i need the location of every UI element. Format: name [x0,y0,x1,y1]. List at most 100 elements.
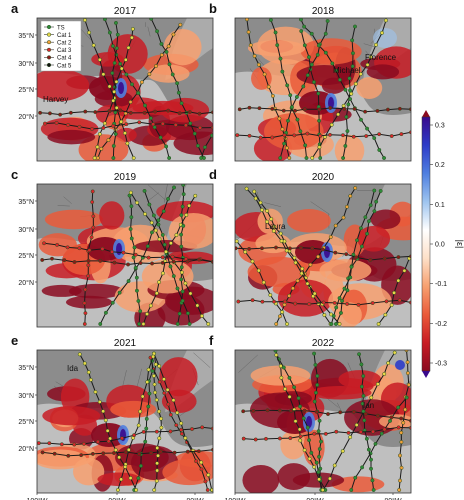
storm-track-point [323,431,328,436]
storm-track-point [241,409,246,414]
storm-track-point [328,132,332,137]
storm-track-point [93,110,98,114]
storm-track-point [397,106,402,111]
storm-track-point [92,156,97,160]
panel-year: 2021 [114,338,137,349]
storm-track-point [50,256,54,261]
storm-track-point [175,81,180,86]
storm-track-point [345,288,350,293]
anomaly-blob [68,283,124,299]
storm-track-point [349,91,354,96]
storm-track-point [211,426,213,431]
storm-track-point [348,194,353,198]
storm-track-point [83,18,87,23]
storm-track-point [43,121,47,126]
lat-tick: 20°N [18,113,34,121]
storm-track-point [281,365,286,370]
storm-track-point [261,280,266,285]
storm-track-point [185,449,190,454]
storm-track-point [98,258,103,263]
storm-track-point [328,235,333,240]
storm-track-point [309,62,314,67]
storm-track-point [398,453,402,458]
storm-track-point [82,361,87,366]
panel-frame [36,349,214,494]
storm-track-point [358,72,363,76]
storm-track-point [186,311,190,316]
storm-track-point [348,435,353,440]
storm-track-point [370,478,375,483]
panel-map [37,184,213,327]
storm-track-point [179,244,184,249]
storm-track-point [314,390,318,395]
storm-track-point [136,423,141,428]
storm-track-point [91,214,96,219]
storm-track-point [129,204,134,209]
storm-track-point [151,122,156,127]
storm-label: Ian [363,401,374,410]
storm-track-point [166,44,171,49]
storm-track-point [118,61,123,66]
storm-track-point [147,202,152,207]
storm-track-point [295,117,300,122]
storm-track-point [378,189,383,193]
storm-track-point [389,415,394,420]
storm-track-point [206,472,211,477]
storm-track-point [350,38,355,43]
storm-track-point [373,441,378,446]
storm-track-point [270,135,275,140]
storm-track-point [313,362,318,367]
anomaly-blob [159,357,198,397]
storm-track-point [151,213,156,218]
storm-track-point [140,394,145,399]
colorbar: 0.3 0.2 0.1 0.0 -0.1 -0.2 -0.3 |ε| [421,110,464,378]
colorbar-top-arrow [422,110,430,117]
anomaly-blob [319,259,372,282]
storm-track-point [358,429,363,434]
storm-track-point [256,62,261,67]
storm-track-point [316,43,321,48]
storm-track-point [253,196,258,201]
storm-track-line [153,353,213,491]
anomaly-blob [263,112,324,150]
storm-track-point [86,258,91,263]
storm-track-point [368,203,373,208]
storm-track-point [298,404,302,409]
storm-track-point [312,80,316,85]
anomaly-blob [277,279,334,317]
storm-track-point [174,233,179,238]
panel-letter: e [11,333,18,348]
storm-track-point [149,18,154,21]
storm-track-point [179,277,184,282]
storm-track-point [317,477,322,482]
storm-track-point [283,299,287,304]
storm-track-point [256,268,261,273]
storm-track-point [304,156,309,160]
anomaly-blob [338,370,382,389]
anomaly-blob [366,64,400,80]
storm-track-point [162,391,167,396]
storm-track-point [367,219,371,224]
storm-track-point [183,281,188,286]
storm-track-point [138,409,143,414]
storm-track-line [239,107,411,113]
storm-track-point [338,77,342,82]
anomaly-blob [116,243,122,255]
storm-track-point [145,380,150,384]
storm-track-point [328,106,333,110]
storm-track-point [170,254,175,259]
storm-track-point [340,298,345,303]
storm-track-point [235,133,240,138]
storm-track-point [93,390,98,394]
storm-track-point [130,27,135,31]
storm-track-point [187,322,192,326]
storm-track-point [409,418,411,423]
colorbar-tick: 0.0 [435,242,445,249]
storm-track-point [179,265,184,270]
storm-track-point [159,42,164,46]
storm-track-point [128,190,133,195]
storm-track-point [37,441,41,446]
storm-track-point [197,111,202,116]
storm-track-point [317,454,321,459]
storm-track-point [272,224,277,229]
